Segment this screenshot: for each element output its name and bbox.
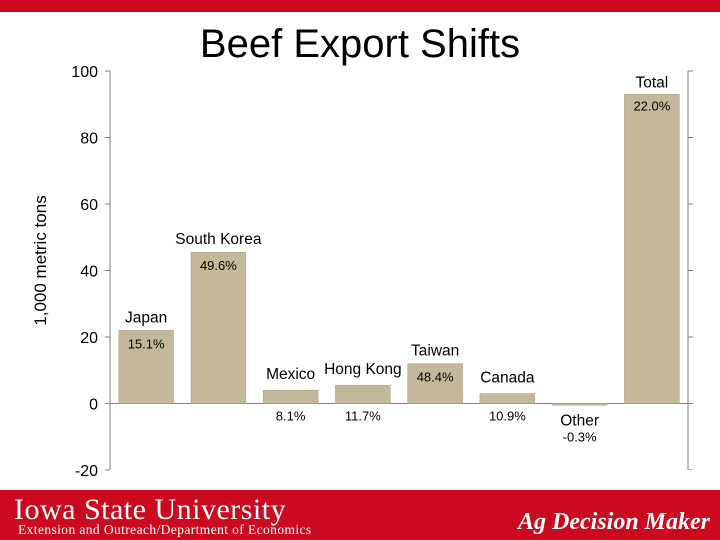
category-label: Japan (125, 309, 167, 326)
bar-canada (479, 393, 536, 404)
chart-title: Beef Export Shifts (199, 22, 521, 66)
bar-other (551, 403, 608, 406)
y-tick-label: 60 (80, 197, 98, 214)
bar-south-korea (190, 251, 247, 404)
bar-japan (118, 330, 174, 404)
bar-taiwan (407, 363, 463, 404)
category-label: Other (560, 413, 599, 430)
category-label: Canada (480, 370, 535, 387)
ag-decision-maker-logo: Ag Decision Maker (518, 509, 710, 535)
y-tick-label: -20 (75, 463, 98, 480)
data-label: -0.3% (563, 430, 597, 445)
bar-mexico (262, 389, 319, 404)
chart-bars (118, 94, 680, 406)
data-label: 22.0% (633, 98, 670, 113)
footer-bar (0, 490, 720, 540)
data-label: 11.7% (345, 409, 381, 424)
data-label: 8.1% (276, 409, 306, 424)
y-tick-label: 0 (89, 397, 98, 414)
data-label: 15.1% (128, 336, 165, 351)
chart-labels: -20 0 20 40 60 80 100 1,000 metric tons Japan 15.… (31, 64, 671, 480)
y-tick-label: 80 (80, 131, 98, 148)
y-tick-label: 40 (80, 264, 98, 281)
y-axis-label: 1,000 metric tons (31, 195, 50, 325)
bar-total (624, 94, 680, 404)
top-accent-bar (0, 0, 720, 12)
beef-export-chart: -20 0 20 40 60 80 100 1,000 metric tons Japan 15.… (31, 64, 693, 480)
bar-hong-kong (335, 384, 391, 404)
data-label: 49.6% (200, 258, 237, 273)
category-label: Taiwan (411, 343, 459, 360)
data-label: 48.4% (417, 370, 454, 385)
category-label: Hong Kong (324, 361, 402, 378)
category-label: Mexico (266, 366, 315, 383)
data-label: 10.9% (489, 409, 526, 424)
y-tick-label: 20 (80, 330, 98, 347)
source-text: Source: USDA-FAS (574, 468, 714, 485)
category-label: South Korea (175, 231, 262, 248)
category-label: Total (636, 74, 669, 91)
department-text: Extension and Outreach/Department of Eco… (18, 522, 312, 537)
y-tick-label: 100 (71, 64, 98, 81)
university-logo: Iowa State University (14, 493, 287, 526)
